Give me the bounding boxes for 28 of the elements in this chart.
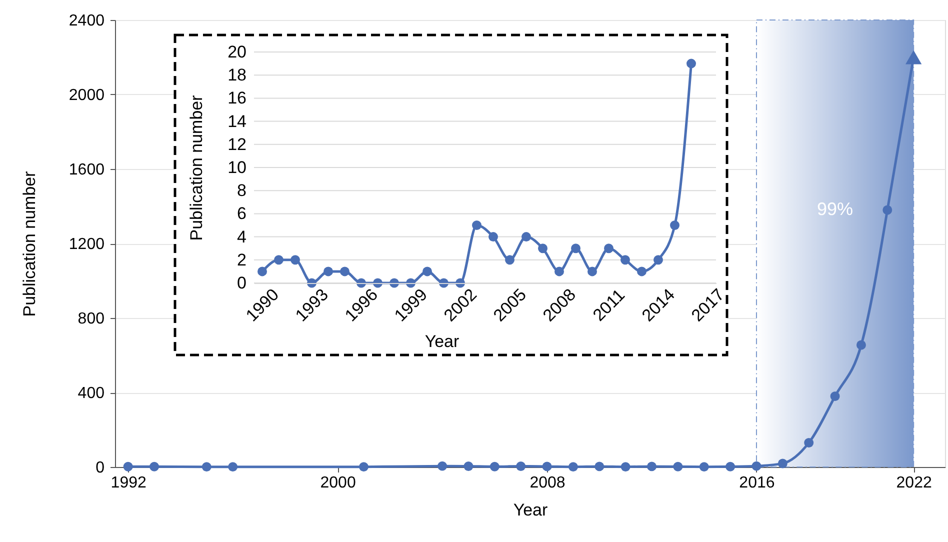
y-tick-label: 18	[228, 66, 246, 85]
y-tick-label: 4	[237, 227, 246, 246]
y-tick-label: 400	[78, 385, 105, 402]
x-axis-title: Year	[424, 332, 460, 351]
x-tick-label: 1992	[110, 474, 146, 492]
band-label: 99%	[817, 198, 854, 219]
y-tick-label: 16	[228, 88, 246, 108]
y-tick-label: 800	[78, 310, 105, 328]
y-tick-label: 2	[237, 250, 246, 270]
y-tick-label: 1600	[68, 162, 105, 178]
x-axis-title: Year	[513, 500, 548, 520]
y-tick-label: 0	[237, 274, 246, 292]
y-tick-label: 10	[228, 158, 246, 177]
y-axis-title: Publication number	[187, 94, 206, 241]
y-tick-label: 6	[237, 204, 246, 224]
y-tick-label: 14	[228, 112, 246, 131]
y-tick-label: 1200	[68, 236, 105, 253]
y-tick-label: 8	[237, 181, 246, 200]
x-tick-label: 2000	[320, 474, 356, 492]
y-tick-label: 12	[228, 134, 246, 154]
y-tick-label: 0	[96, 460, 105, 476]
y-axis-title: Publication number	[20, 170, 39, 317]
y-tick-label: 2000	[68, 87, 105, 104]
x-tick-label: 2022	[896, 474, 932, 492]
y-tick-label: 2400	[68, 12, 105, 30]
x-tick-label: 2008	[530, 474, 566, 492]
y-tick-label: 20	[228, 42, 246, 62]
x-tick-label: 2016	[739, 474, 775, 492]
